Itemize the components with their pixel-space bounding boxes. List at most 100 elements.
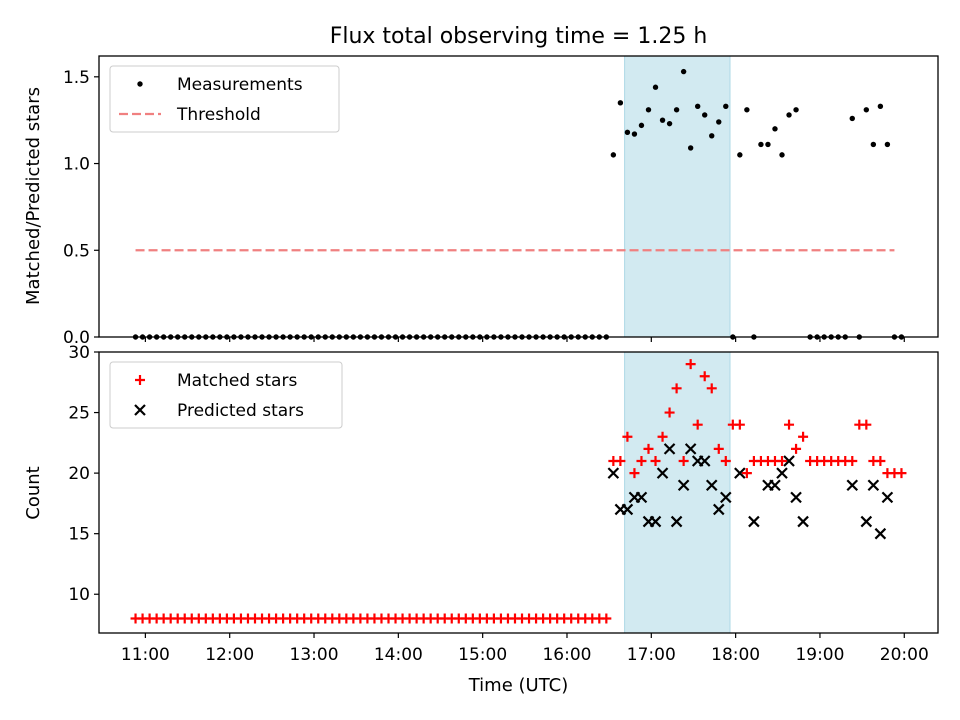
x-axis-label: Time (UTC) (468, 675, 569, 696)
measurement-point (765, 141, 771, 148)
x-tick-label: 12:00 (205, 645, 254, 665)
predicted-star-point (720, 491, 732, 504)
legend-label: Predicted stars (177, 401, 304, 421)
matched-star-point (671, 383, 682, 394)
matched-star-point (685, 359, 696, 370)
bottom-y-tick-label: 20 (68, 464, 90, 484)
measurement-point (786, 112, 792, 118)
measurement-point (645, 107, 652, 113)
predicted-star-point (874, 527, 887, 540)
legend-box (109, 361, 343, 429)
x-tick-label: 15:00 (458, 645, 507, 665)
x-tick-label: 11:00 (121, 645, 170, 665)
matched-star-point (784, 419, 795, 430)
measurement-point (638, 122, 645, 129)
matched-star-point (875, 456, 886, 467)
bottom-highlight-span (624, 351, 731, 634)
matched-star-point (720, 456, 731, 467)
top-axes-frame (98, 55, 939, 338)
matched-star-point (622, 431, 633, 442)
measurement-point (772, 126, 778, 132)
measurement-point (877, 103, 884, 110)
predicted-star-point (663, 443, 676, 455)
matched-star-point (678, 456, 689, 467)
predicted-star-point (677, 479, 690, 492)
top-y-tick-label: 1.5 (63, 68, 90, 88)
predicted-star-point (621, 503, 634, 516)
matched-star-point (657, 431, 668, 442)
matched-star-point (777, 456, 788, 467)
legend-box (109, 65, 340, 133)
predicted-star-point (881, 491, 894, 504)
legend-label: Threshold (176, 105, 261, 125)
top-legend: Measurements Threshold (109, 65, 340, 133)
bottom-axes-frame (98, 351, 939, 634)
bottom-y-tick-label: 10 (68, 585, 90, 605)
matched-star-point (601, 613, 612, 624)
matched-star-point (664, 407, 675, 418)
matched-star-point (629, 468, 640, 479)
bottom-series-plus (130, 359, 907, 624)
measurement-point (863, 107, 870, 113)
measurement-point (744, 107, 750, 113)
measurement-point (617, 100, 624, 106)
top-y-tick-label: 0.0 (63, 328, 90, 348)
measurement-point (779, 152, 785, 158)
predicted-star-point (698, 455, 711, 467)
predicted-star-point (712, 503, 725, 516)
measurement-point (716, 119, 722, 125)
legend-label: Matched stars (177, 371, 297, 391)
predicted-star-point (748, 515, 760, 528)
top-y-tick-label: 0.5 (63, 241, 90, 261)
predicted-star-point (684, 443, 697, 455)
measurement-point (702, 112, 708, 118)
predicted-star-point (670, 515, 683, 528)
measurement-point (793, 107, 799, 113)
x-tick-label: 17:00 (627, 645, 676, 665)
predicted-star-point (846, 479, 859, 492)
matched-star-point (734, 419, 745, 430)
top-y-axis-label: Matched/Predicted stars (23, 87, 44, 305)
matched-star-point (896, 468, 907, 479)
x-tick-label: 18:00 (711, 645, 760, 665)
measurement-point (884, 141, 891, 148)
predicted-star-point (769, 479, 781, 492)
legend-label: Measurements (177, 75, 303, 95)
figure-title: Flux total observing time = 1.25 h (330, 24, 708, 49)
bottom-legend: Matched stars Predicted stars (109, 361, 343, 429)
matched-star-point (706, 383, 717, 394)
bottom-y-tick-label: 25 (68, 404, 90, 424)
x-tick-label: 20:00 (880, 645, 929, 665)
measurement-point (737, 152, 743, 158)
legend-measurements-marker (137, 81, 143, 87)
matched-star-point (636, 456, 647, 467)
measurement-point (723, 103, 729, 110)
measurement-point (652, 84, 659, 90)
matched-star-point (643, 443, 654, 454)
bottom-y-tick-label: 30 (68, 343, 90, 363)
x-tick-label: 16:00 (542, 645, 591, 665)
measurement-point (709, 133, 715, 139)
matched-star-point (847, 456, 858, 467)
measurement-point (849, 115, 855, 122)
top-y-tick-label: 1.0 (63, 155, 90, 175)
matched-star-point (741, 468, 752, 479)
matched-star-point (615, 456, 626, 467)
top-panel: 0.0 0.5 1.0 1.5 Measurements Threshold (63, 55, 939, 348)
top-highlight-span (624, 55, 731, 338)
measurement-point (694, 103, 701, 110)
matched-star-point (650, 456, 661, 467)
measurement-point (631, 131, 638, 137)
measurement-point (687, 145, 694, 151)
x-tick-label: 13:00 (290, 645, 339, 665)
predicted-star-point (783, 455, 795, 467)
matched-star-point (713, 443, 724, 454)
measurement-point (680, 68, 687, 75)
x-tick-label: 19:00 (795, 645, 844, 665)
measurement-point (659, 117, 666, 123)
predicted-star-point (776, 467, 788, 479)
predicted-star-point (734, 467, 746, 479)
predicted-star-point (867, 479, 880, 492)
legend-predicted-marker (134, 404, 146, 416)
